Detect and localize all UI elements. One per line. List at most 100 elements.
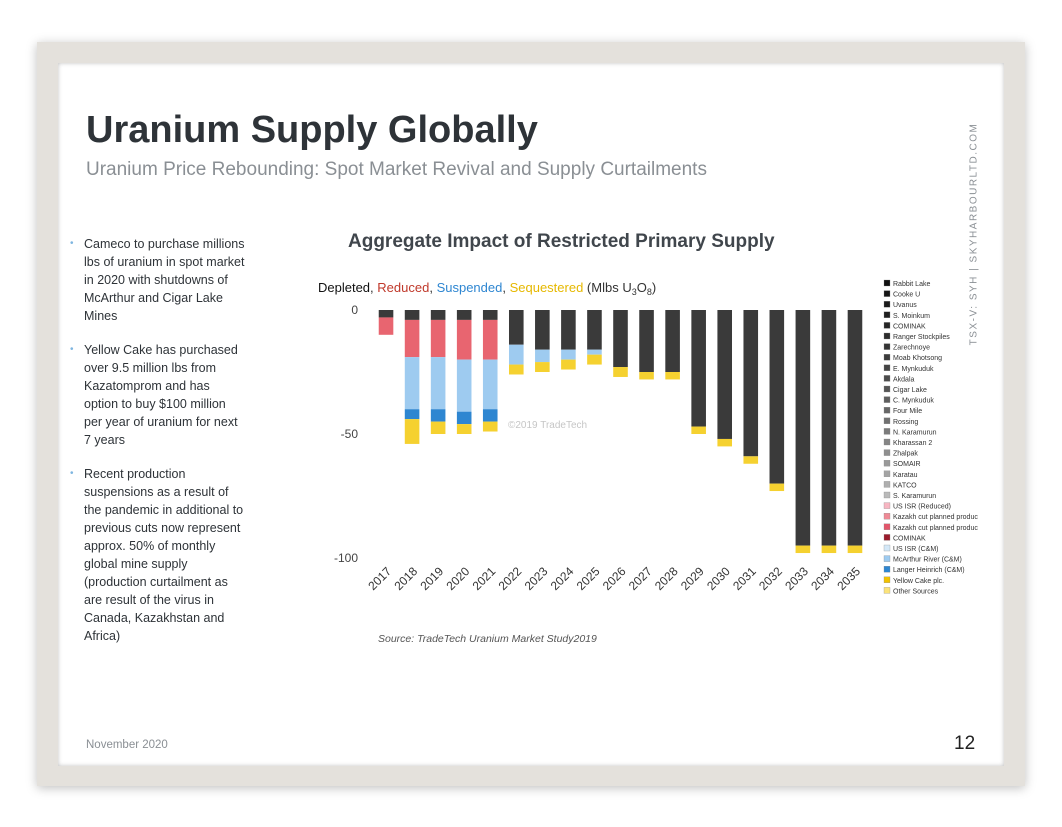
legend-swatch xyxy=(883,491,891,499)
legend-swatch xyxy=(883,279,891,287)
bullet-dot-icon: • xyxy=(70,344,74,355)
legend-label: McArthur River (C&M) xyxy=(893,557,962,564)
bar-segment xyxy=(795,545,811,554)
bar-segment xyxy=(665,372,680,380)
chart-subtitle-part: Suspended xyxy=(437,280,503,295)
legend-swatch xyxy=(883,354,891,361)
bar-segment xyxy=(847,310,863,546)
bar-segment xyxy=(795,310,811,546)
bar-segment xyxy=(743,310,759,457)
bar-segment xyxy=(508,344,524,365)
bar-segment xyxy=(639,372,654,380)
x-tick-label: 2031 xyxy=(730,564,759,593)
legend-swatch xyxy=(883,534,891,541)
bar-segment xyxy=(456,411,472,425)
legend-swatch xyxy=(883,343,891,350)
legend-swatch xyxy=(883,301,891,308)
x-tick-label: 2027 xyxy=(626,564,655,593)
slide-title: Uranium Supply Globally xyxy=(86,109,538,151)
legend-label: Karatau xyxy=(893,472,918,479)
x-axis: 2017201820192020202120222023202420252026… xyxy=(365,564,863,593)
legend-swatch xyxy=(883,587,891,594)
bar-segment xyxy=(456,359,472,412)
legend-swatch xyxy=(883,513,891,520)
legend-swatch xyxy=(883,470,891,477)
legend-swatch xyxy=(883,417,891,424)
legend-swatch xyxy=(883,311,891,318)
bullet-list: • Cameco to purchase millions lbs of uran… xyxy=(70,235,245,661)
legend-label: Langer Heinrich (C&M) xyxy=(893,567,965,574)
legend-label: Akdala xyxy=(893,376,915,383)
chart-subtitle-part: Depleted xyxy=(318,280,370,295)
bar-segment xyxy=(404,319,420,358)
legend-label: Rossing xyxy=(893,419,918,426)
x-tick-label: 2024 xyxy=(548,564,577,593)
chart-subtitle-part: 3 xyxy=(632,287,637,297)
bar-segment xyxy=(691,310,706,427)
legend-label: Other Sources xyxy=(893,588,939,595)
chart-subtitle-part: 8 xyxy=(647,287,652,297)
bullet-item: • Cameco to purchase millions lbs of uran… xyxy=(70,235,245,325)
legend-swatch xyxy=(883,481,891,488)
x-tick-label: 2026 xyxy=(600,564,629,593)
bar-segment xyxy=(561,349,576,360)
legend-label: Kharassan 2 xyxy=(893,440,932,447)
legend-label: S. Karamurun xyxy=(893,493,936,500)
bar-segment xyxy=(378,310,394,318)
bullet-text: Yellow Cake has purchased over 9.5 milli… xyxy=(84,343,238,447)
legend-swatch xyxy=(883,555,891,562)
x-tick-label: 2030 xyxy=(704,564,733,593)
chart-subtitle-part: (Mlbs U xyxy=(583,280,631,295)
chart-watermark: ©2019 TradeTech xyxy=(508,420,587,431)
page-number: 12 xyxy=(954,733,976,754)
legend-swatch xyxy=(883,460,891,467)
legend-swatch xyxy=(883,428,891,435)
bullet-dot-icon: • xyxy=(70,468,74,479)
legend-swatch xyxy=(883,322,891,329)
x-tick-label: 2034 xyxy=(808,564,837,593)
bar-segment xyxy=(535,362,550,372)
legend-label: Ranger Stockpiles xyxy=(893,334,950,341)
bar-segment xyxy=(482,421,498,432)
x-tick-label: 2033 xyxy=(782,564,811,593)
x-tick-label: 2022 xyxy=(496,564,525,593)
bullet-dot-icon: • xyxy=(70,238,74,249)
bar-segment xyxy=(456,319,472,360)
bar-segment xyxy=(430,319,446,358)
bar-segment xyxy=(821,310,837,546)
bar-segment xyxy=(430,357,446,410)
bar-segment xyxy=(482,319,498,360)
legend-label: Four Mile xyxy=(893,408,922,415)
legend-swatch xyxy=(883,396,891,403)
bar-segment xyxy=(535,310,550,350)
x-tick-label: 2023 xyxy=(522,564,551,593)
bar-segment xyxy=(717,310,733,439)
chart-subtitle-part: , xyxy=(502,280,509,295)
x-tick-label: 2035 xyxy=(834,564,863,593)
bar-segment xyxy=(404,419,420,444)
bar-segment xyxy=(430,421,446,434)
chart-subtitle-part: Sequestered xyxy=(510,280,584,295)
legend-swatch xyxy=(883,364,891,371)
slide-subtitle: Uranium Price Rebounding: Spot Market Re… xyxy=(86,159,707,180)
legend-label: COMINAK xyxy=(893,535,926,542)
bar-segment xyxy=(430,409,446,422)
x-tick-label: 2020 xyxy=(444,564,473,593)
bar-segment xyxy=(691,426,706,434)
legend-label: Rabbit Lake xyxy=(893,281,930,288)
x-tick-label: 2032 xyxy=(756,564,785,593)
legend-swatch xyxy=(883,576,891,583)
legend-label: Zarechnoye xyxy=(893,345,930,352)
x-tick-label: 2021 xyxy=(470,564,499,593)
bar-segment xyxy=(613,310,628,368)
legend-label: Uvanus xyxy=(893,302,917,309)
legend-label: Cooke U xyxy=(893,292,920,299)
legend-label: SOMAIR xyxy=(893,461,921,468)
bullet-item: • Recent production suspensions as a resu… xyxy=(70,465,245,645)
y-tick-label: 0 xyxy=(351,303,358,317)
x-tick-label: 2029 xyxy=(678,564,707,593)
bar-segment xyxy=(717,438,733,447)
bar-segment xyxy=(482,310,498,320)
bar-segment xyxy=(587,354,602,365)
chart-subtitle: Depleted, Reduced, Suspended, Sequestere… xyxy=(318,280,656,297)
